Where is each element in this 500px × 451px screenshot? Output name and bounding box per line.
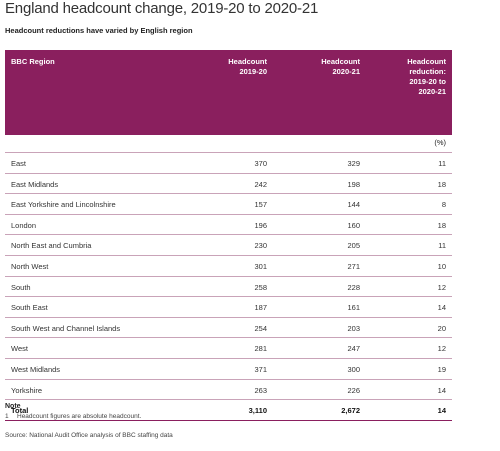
table-row: London 196 160 18 bbox=[5, 215, 452, 236]
table-body: East 370 329 11 East Midlands 242 198 18… bbox=[5, 153, 452, 421]
cell-headcount-2020-21: 2,672 bbox=[341, 406, 360, 416]
cell-region: East Midlands bbox=[11, 179, 59, 189]
header-headcount-2020-21: Headcount 2020-21 bbox=[321, 57, 360, 77]
cell-reduction: 20 bbox=[437, 323, 446, 333]
cell-headcount-2020-21: 160 bbox=[347, 220, 360, 230]
header-headcount-2019-20: Headcount 2019-20 bbox=[228, 57, 267, 77]
note-item: 1 Headcount figures are absolute headcoun… bbox=[5, 413, 141, 420]
cell-headcount-2019-20: 3,110 bbox=[248, 406, 267, 416]
cell-headcount-2019-20: 281 bbox=[254, 344, 267, 354]
cell-headcount-2019-20: 230 bbox=[254, 241, 267, 251]
cell-reduction: 19 bbox=[437, 364, 446, 374]
table-row: South 258 228 12 bbox=[5, 277, 452, 298]
cell-headcount-2020-21: 300 bbox=[347, 364, 360, 374]
cell-reduction: 12 bbox=[437, 344, 446, 354]
table-total-row: Total 3,110 2,672 14 bbox=[5, 400, 452, 421]
cell-reduction: 11 bbox=[438, 241, 446, 251]
cell-region: Yorkshire bbox=[11, 385, 42, 395]
cell-reduction: 18 bbox=[437, 220, 446, 230]
cell-headcount-2019-20: 258 bbox=[254, 282, 267, 292]
cell-region: North West bbox=[11, 261, 49, 271]
header-text: 2020-21 bbox=[418, 87, 446, 96]
cell-headcount-2020-21: 203 bbox=[347, 323, 360, 333]
percent-unit: (%) bbox=[434, 138, 446, 147]
cell-headcount-2019-20: 187 bbox=[254, 303, 267, 313]
header-region: BBC Region bbox=[11, 57, 55, 66]
cell-headcount-2019-20: 157 bbox=[254, 200, 267, 210]
cell-reduction: 14 bbox=[437, 406, 446, 416]
header-text: Headcount bbox=[407, 57, 446, 66]
cell-headcount-2020-21: 205 bbox=[347, 241, 360, 251]
cell-region: South bbox=[11, 282, 31, 292]
cell-reduction: 11 bbox=[438, 159, 446, 168]
cell-region: West Midlands bbox=[11, 364, 61, 374]
table-row: North West 301 271 10 bbox=[5, 256, 452, 277]
page-subtitle: Headcount reductions have varied by Engl… bbox=[5, 26, 193, 35]
cell-region: South East bbox=[11, 303, 48, 313]
cell-headcount-2019-20: 196 bbox=[254, 220, 267, 230]
table-header: BBC Region Headcount 2019-20 Headcount 2… bbox=[5, 50, 452, 135]
cell-headcount-2019-20: 371 bbox=[254, 364, 267, 374]
table-row: South East 187 161 14 bbox=[5, 297, 452, 318]
cell-reduction: 14 bbox=[437, 303, 446, 313]
unit-row: (%) bbox=[5, 135, 452, 153]
cell-headcount-2019-20: 254 bbox=[254, 323, 267, 333]
cell-reduction: 10 bbox=[437, 261, 446, 271]
table-row: East Yorkshire and Lincolnshire 157 144 … bbox=[5, 194, 452, 215]
cell-headcount-2020-21: 226 bbox=[347, 385, 360, 395]
note-heading: Note bbox=[5, 403, 21, 410]
header-text: 2020-21 bbox=[332, 67, 360, 76]
cell-headcount-2020-21: 161 bbox=[347, 303, 360, 313]
page-title: England headcount change, 2019-20 to 202… bbox=[5, 0, 319, 17]
cell-region: North East and Cumbria bbox=[11, 241, 92, 251]
header-reduction: Headcount reduction: 2019-20 to 2020-21 bbox=[407, 57, 446, 97]
cell-region: London bbox=[11, 220, 37, 230]
cell-region: South West and Channel Islands bbox=[11, 323, 121, 333]
table-row: East Midlands 242 198 18 bbox=[5, 174, 452, 195]
table-row: North East and Cumbria 230 205 11 bbox=[5, 235, 452, 256]
header-text: Headcount bbox=[321, 57, 360, 66]
headcount-table: BBC Region Headcount 2019-20 Headcount 2… bbox=[5, 50, 452, 421]
table-row: West Midlands 371 300 19 bbox=[5, 359, 452, 380]
cell-region: East Yorkshire and Lincolnshire bbox=[11, 200, 116, 210]
source-note: Source: National Audit Office analysis o… bbox=[5, 432, 173, 439]
header-text: 2019-20 to bbox=[409, 77, 446, 86]
cell-reduction: 8 bbox=[441, 200, 446, 210]
note-text: Headcount figures are absolute headcount… bbox=[17, 413, 142, 420]
cell-headcount-2019-20: 242 bbox=[254, 179, 267, 189]
cell-headcount-2020-21: 228 bbox=[347, 282, 360, 292]
table-row: West 281 247 12 bbox=[5, 338, 452, 359]
cell-headcount-2020-21: 329 bbox=[347, 159, 360, 168]
cell-headcount-2020-21: 247 bbox=[347, 344, 360, 354]
cell-reduction: 12 bbox=[437, 282, 446, 292]
table-row: Yorkshire 263 226 14 bbox=[5, 380, 452, 401]
note-number: 1 bbox=[5, 413, 9, 420]
header-text: reduction: bbox=[409, 67, 446, 76]
cell-region: West bbox=[11, 344, 28, 354]
table-row: South West and Channel Islands 254 203 2… bbox=[5, 318, 452, 339]
cell-region: Total bbox=[11, 406, 29, 416]
cell-headcount-2020-21: 271 bbox=[347, 261, 360, 271]
cell-headcount-2019-20: 301 bbox=[254, 261, 267, 271]
cell-headcount-2019-20: 263 bbox=[254, 385, 267, 395]
cell-headcount-2019-20: 370 bbox=[254, 159, 267, 168]
header-text: Headcount bbox=[228, 57, 267, 66]
cell-headcount-2020-21: 198 bbox=[347, 179, 360, 189]
cell-headcount-2020-21: 144 bbox=[347, 200, 360, 210]
header-text: 2019-20 bbox=[239, 67, 267, 76]
table-row: East 370 329 11 bbox=[5, 153, 452, 174]
cell-reduction: 18 bbox=[437, 179, 446, 189]
cell-region: East bbox=[11, 159, 27, 168]
cell-reduction: 14 bbox=[437, 385, 446, 395]
